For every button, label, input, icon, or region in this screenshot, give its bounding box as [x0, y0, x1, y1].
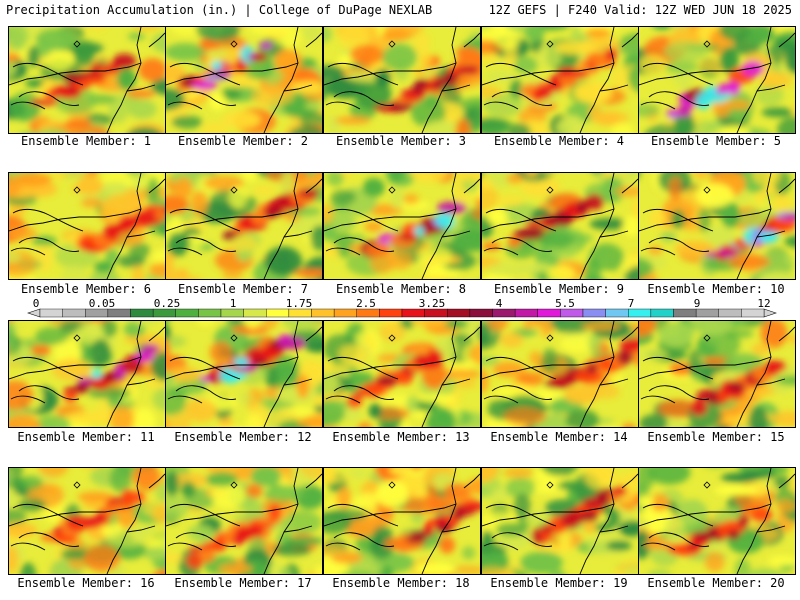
- colorbar-tick-label: 9: [693, 297, 701, 310]
- colorbar-right-arrow: [763, 308, 777, 318]
- colorbar-tick-label: 4: [495, 297, 503, 310]
- ensemble-member-map: [323, 320, 481, 428]
- colorbar-segment: [447, 308, 471, 318]
- ensemble-member-map: [8, 467, 166, 575]
- colorbar-segment: [39, 308, 63, 318]
- ensemble-member-label: Ensemble Member: 7: [177, 282, 309, 296]
- colorbar-segment: [198, 308, 222, 318]
- colorbar-tick-label: 0.05: [88, 297, 116, 310]
- ensemble-member-label: Ensemble Member: 5: [650, 134, 782, 148]
- colorbar-segment: [288, 308, 312, 318]
- ensemble-member-label: Ensemble Member: 14: [490, 430, 628, 444]
- colorbar-tick-label: 12: [757, 297, 771, 310]
- ensemble-member-map: [638, 172, 796, 280]
- ensemble-member-label: Ensemble Member: 8: [335, 282, 467, 296]
- ensemble-member-map: [8, 26, 166, 134]
- colorbar-segment: [379, 308, 403, 318]
- colorbar-segment: [673, 308, 697, 318]
- colorbar-segment: [266, 308, 290, 318]
- ensemble-member-map: [8, 320, 166, 428]
- colorbar-segment: [537, 308, 561, 318]
- ensemble-member-label: Ensemble Member: 17: [174, 576, 312, 590]
- colorbar-segment: [605, 308, 629, 318]
- ensemble-member-label: Ensemble Member: 3: [335, 134, 467, 148]
- ensemble-member-label: Ensemble Member: 10: [647, 282, 785, 296]
- colorbar-segment: [560, 308, 584, 318]
- colorbar-segment: [582, 308, 606, 318]
- ensemble-member-map: [481, 467, 639, 575]
- colorbar-left-arrow: [27, 308, 41, 318]
- colorbar-segment: [514, 308, 538, 318]
- ensemble-member-map: [165, 172, 323, 280]
- colorbar-segment: [107, 308, 131, 318]
- ensemble-member-label: Ensemble Member: 15: [647, 430, 785, 444]
- colorbar-segment: [650, 308, 674, 318]
- ensemble-member-label: Ensemble Member: 11: [17, 430, 155, 444]
- colorbar-segment: [220, 308, 244, 318]
- ensemble-member-label: Ensemble Member: 4: [493, 134, 625, 148]
- ensemble-member-map: [165, 26, 323, 134]
- colorbar-segment: [424, 308, 448, 318]
- colorbar-tick-label: 0.25: [153, 297, 181, 310]
- chart-title: Precipitation Accumulation (in.) | Colle…: [6, 3, 433, 17]
- colorbar-segment: [130, 308, 154, 318]
- ensemble-member-label: Ensemble Member: 18: [332, 576, 470, 590]
- ensemble-member-label: Ensemble Member: 9: [493, 282, 625, 296]
- colorbar-segment: [152, 308, 176, 318]
- colorbar-segment: [695, 308, 719, 318]
- colorbar-segment: [718, 308, 742, 318]
- colorbar-segment: [469, 308, 493, 318]
- colorbar-tick-label: 7: [627, 297, 635, 310]
- colorbar-segment: [85, 308, 109, 318]
- ensemble-member-map: [165, 320, 323, 428]
- colorbar-segment: [401, 308, 425, 318]
- ensemble-member-label: Ensemble Member: 1: [20, 134, 152, 148]
- colorbar-tick-label: 3.25: [418, 297, 446, 310]
- ensemble-member-map: [323, 26, 481, 134]
- ensemble-member-map: [638, 26, 796, 134]
- colorbar-tick-label: 1.75: [285, 297, 313, 310]
- colorbar-segment: [333, 308, 357, 318]
- run-valid-time: 12Z GEFS | F240 Valid: 12Z WED JUN 18 20…: [488, 3, 792, 17]
- ensemble-member-map: [165, 467, 323, 575]
- ensemble-member-label: Ensemble Member: 6: [20, 282, 152, 296]
- colorbar-tick-label: 5.5: [555, 297, 575, 310]
- ensemble-member-map: [481, 172, 639, 280]
- ensemble-member-label: Ensemble Member: 20: [647, 576, 785, 590]
- ensemble-member-map: [638, 320, 796, 428]
- colorbar-segment: [175, 308, 199, 318]
- colorbar-tick-label: 1: [229, 297, 237, 310]
- ensemble-member-map: [638, 467, 796, 575]
- colorbar-segment: [492, 308, 516, 318]
- ensemble-member-label: Ensemble Member: 2: [177, 134, 309, 148]
- ensemble-member-label: Ensemble Member: 12: [174, 430, 312, 444]
- colorbar-segment: [311, 308, 335, 318]
- colorbar: [27, 308, 777, 318]
- colorbar-segment: [356, 308, 380, 318]
- ensemble-member-map: [481, 26, 639, 134]
- ensemble-member-label: Ensemble Member: 13: [332, 430, 470, 444]
- colorbar-segment: [243, 308, 267, 318]
- colorbar-segment: [62, 308, 86, 318]
- ensemble-member-map: [8, 172, 166, 280]
- ensemble-member-label: Ensemble Member: 16: [17, 576, 155, 590]
- ensemble-member-map: [323, 467, 481, 575]
- ensemble-member-map: [481, 320, 639, 428]
- colorbar-tick-label: 0: [32, 297, 40, 310]
- colorbar-tick-label: 2.5: [356, 297, 376, 310]
- colorbar-segment: [628, 308, 652, 318]
- colorbar-segment: [741, 308, 765, 318]
- ensemble-member-label: Ensemble Member: 19: [490, 576, 628, 590]
- ensemble-member-map: [323, 172, 481, 280]
